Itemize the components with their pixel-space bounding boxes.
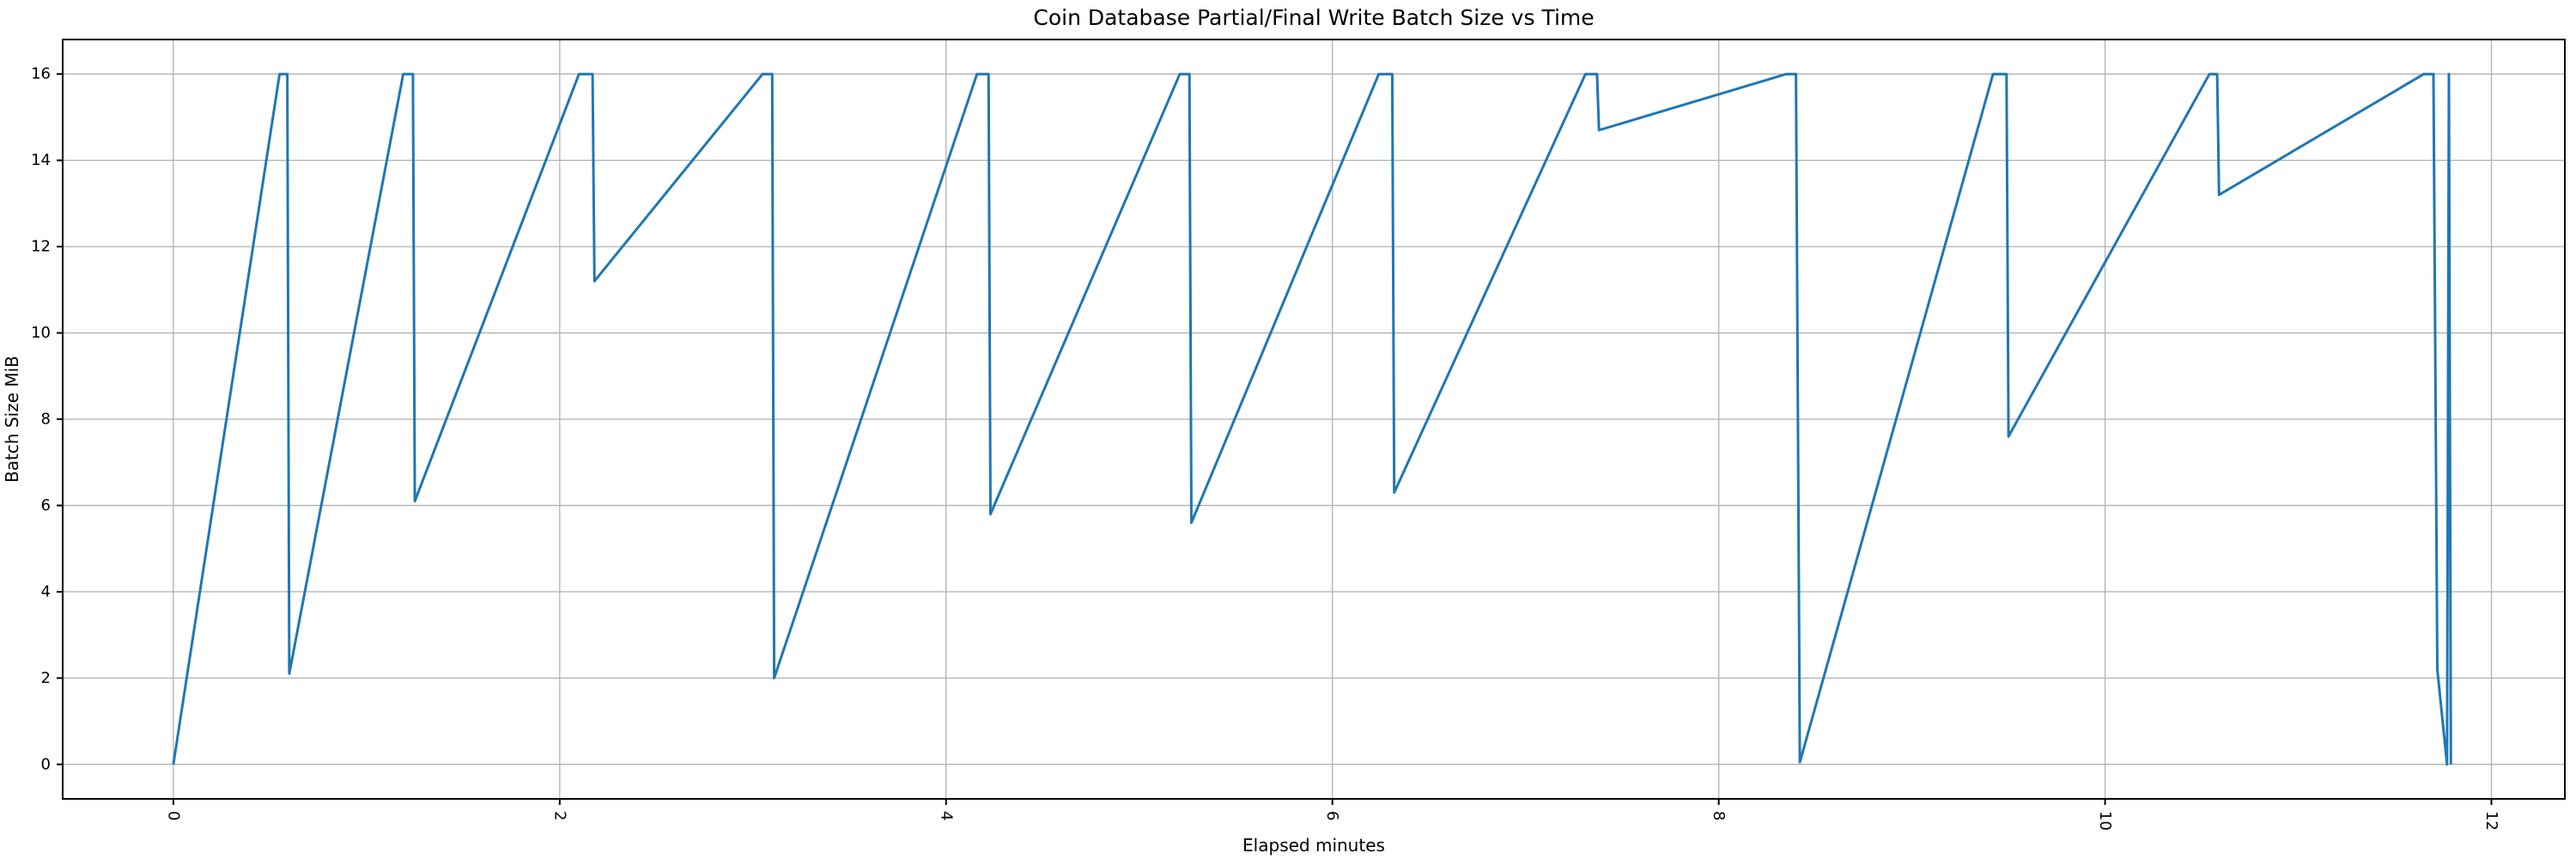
x-tick-label: 6 — [1323, 811, 1341, 820]
chart-title: Coin Database Partial/Final Write Batch … — [1033, 5, 1595, 30]
y-tick-label: 0 — [41, 755, 51, 773]
y-tick-label: 8 — [41, 411, 51, 429]
data-line — [172, 72, 2452, 766]
y-tick-label: 12 — [31, 238, 51, 256]
x-tick-label: 10 — [2096, 811, 2114, 831]
x-tick-label: 8 — [1710, 811, 1728, 820]
x-tick-label: 0 — [164, 811, 182, 820]
y-tick-label: 4 — [41, 582, 51, 600]
y-tick-label: 2 — [41, 669, 51, 687]
y-tick-label: 14 — [31, 151, 51, 169]
x-axis-label: Elapsed minutes — [1242, 835, 1385, 856]
y-tick-label: 16 — [31, 65, 51, 83]
y-tick-label: 6 — [41, 497, 51, 515]
x-tick-label: 12 — [2482, 811, 2500, 831]
x-tick-label: 4 — [937, 811, 955, 820]
x-tick-label: 2 — [550, 811, 568, 820]
y-tick-label: 10 — [31, 324, 51, 342]
